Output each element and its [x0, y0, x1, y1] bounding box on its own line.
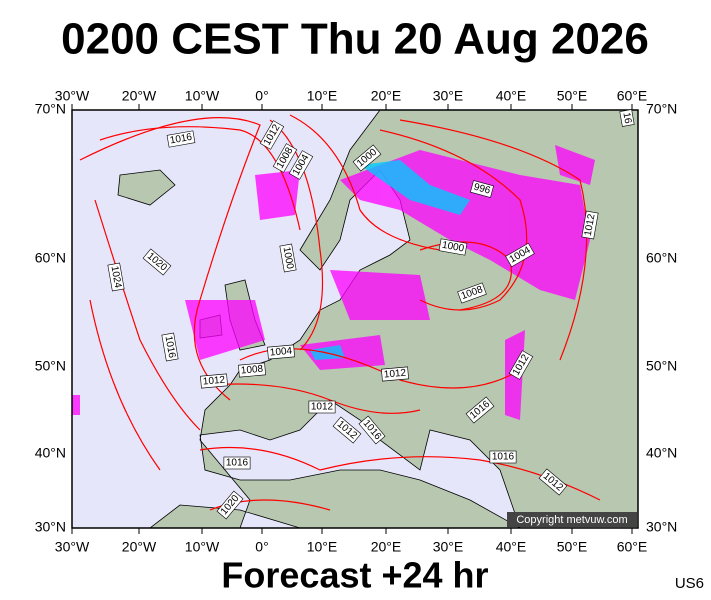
longitude-label: 10°W: [185, 88, 220, 104]
isobars: [79, 114, 601, 511]
isobar-label-box: [267, 344, 295, 360]
latitude-label: 60°N: [35, 250, 66, 266]
isobar-label-text: 1012: [202, 375, 226, 388]
latitude-label: 50°N: [35, 358, 66, 374]
isobar-label-box: [288, 150, 314, 180]
isobar-label-box: [470, 180, 494, 198]
isobar-label-box: [259, 120, 285, 150]
isobar-label-text: 1016: [163, 335, 178, 359]
isobar-label-box: [581, 210, 599, 240]
isobar-label: 996: [470, 180, 494, 198]
isobar-label: 1000: [279, 243, 297, 273]
latitude-label: 60°N: [646, 250, 677, 266]
isobar-label: 1016: [223, 456, 251, 470]
longitude-label: 60°E: [617, 539, 648, 555]
isobar-label: 1016: [166, 130, 196, 148]
isobar-label-box: [272, 143, 298, 173]
copyright-text: Copyright metvuw.com: [516, 514, 627, 526]
longitude-label: 0°: [255, 539, 268, 555]
longitude-label: 30°E: [433, 88, 464, 104]
isobar-label-box: [505, 242, 535, 268]
isobar-label-box: [332, 416, 362, 444]
title: 0200 CEST Thu 20 Aug 2026: [61, 15, 649, 64]
latitude-label: 30°N: [646, 519, 677, 535]
copyright-box: [507, 512, 637, 527]
isobar-label: 1016: [161, 332, 179, 362]
isobar-label-text: 1016: [226, 458, 249, 469]
isobar-label-text: 1016: [492, 452, 515, 463]
isobar-label-text: 1012: [583, 213, 598, 237]
longitude-label: 30°E: [433, 539, 464, 555]
longitude-label: 20°E: [371, 539, 402, 555]
latitude-label: 70°N: [35, 101, 66, 117]
isobar-label-text: 1012: [383, 368, 407, 381]
isobar-label-box: [465, 396, 495, 424]
isobar-label-box: [200, 373, 228, 389]
isobar-label: 1012: [381, 366, 409, 382]
longitude-label: 40°E: [496, 88, 527, 104]
longitude-label: 60°E: [617, 88, 648, 104]
latitude-label: 50°N: [646, 358, 677, 374]
latitude-label: 30°N: [35, 519, 66, 535]
longitude-label: 10°E: [307, 539, 338, 555]
isobar-label-box: [457, 282, 487, 304]
longitude-label: 50°E: [557, 539, 588, 555]
isobar-label-box: [358, 415, 386, 445]
isobar-label: 1012: [200, 373, 228, 389]
isobar-label-text: 1000: [281, 246, 296, 270]
latitude-label: 40°N: [35, 445, 66, 461]
isobar-label: 1012: [308, 400, 336, 414]
isobar-label-box: [619, 109, 635, 127]
isobar-label-box: [279, 243, 297, 273]
isobar-label-box: [161, 332, 179, 362]
longitude-label: 30°W: [55, 539, 90, 555]
isobar-label-box: [238, 362, 266, 378]
isobar-label-text: 16: [620, 112, 633, 125]
longitude-label: 20°W: [122, 88, 157, 104]
isobar-label-box: [308, 400, 336, 414]
longitude-label: 30°W: [55, 88, 90, 104]
isobar-label-box: [216, 490, 244, 520]
longitude-label: 10°E: [307, 88, 338, 104]
longitude-label: 40°E: [496, 539, 527, 555]
isobar-label: 1000: [438, 238, 468, 256]
isobar-label-box: [438, 238, 468, 256]
map: [72, 110, 638, 528]
isobar-label-box: [489, 450, 517, 464]
footer: Forecast +24 hr: [221, 555, 488, 596]
copyright: Copyright metvuw.com: [507, 512, 637, 527]
isobar-label-box: [142, 248, 172, 276]
isobar-label-box: [508, 350, 534, 380]
longitude-label: 10°W: [185, 539, 220, 555]
isobar-label-text: 1016: [169, 132, 193, 147]
isobar-label-text: 1000: [441, 240, 465, 255]
isobar-label-text: 1024: [109, 265, 124, 289]
isobar-label-text: 1004: [269, 346, 293, 359]
isobar-label-box: [352, 144, 382, 172]
isobar-label-box: [538, 468, 568, 496]
isobar-label-box: [166, 130, 196, 148]
isobar-label: 1008: [238, 362, 266, 378]
isobar-label: 1004: [267, 344, 295, 360]
isobar-label-box: [223, 456, 251, 470]
isobar-label-text: 1012: [311, 402, 334, 413]
latitude-label: 40°N: [646, 445, 677, 461]
isobar-label: 16: [619, 109, 635, 127]
isobar-label-text: 1008: [240, 364, 264, 377]
isobar-label: 1016: [489, 450, 517, 464]
isobar-label-box: [107, 262, 125, 292]
isobar-label-box: [381, 366, 409, 382]
longitude-label: 20°W: [122, 539, 157, 555]
isobar-label: 1012: [581, 210, 599, 240]
isobar-label: 1024: [107, 262, 125, 292]
latitude-label: 70°N: [646, 101, 677, 117]
longitude-label: 50°E: [557, 88, 588, 104]
isobar-label-text: 996: [472, 182, 491, 197]
longitude-label: 0°: [255, 88, 268, 104]
longitude-label: 20°E: [371, 88, 402, 104]
map-frame: [71, 109, 639, 529]
model-label: US6: [675, 575, 704, 592]
